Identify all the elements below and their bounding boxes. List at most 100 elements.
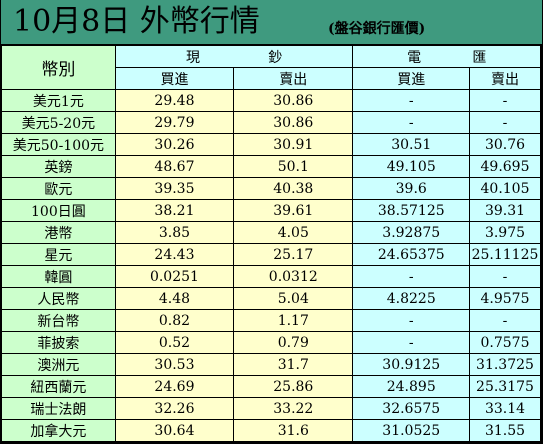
cash-sell-cell: 30.86 [233, 89, 354, 112]
table-row: 美元1元 29.48 30.86- - [1, 89, 541, 112]
cash-group-right-char: 鈔 [268, 49, 283, 66]
cash-sell-cell: 30.86 [233, 111, 354, 134]
wire-group-left-char: 電 [407, 49, 422, 66]
cash-group-left-char: 現 [185, 49, 200, 66]
currency-cell: 星元 [1, 243, 116, 266]
wire-sell-cell: 0.7575 [469, 331, 541, 354]
cash-buy-cell: 0.52 [114, 331, 235, 354]
wire-sell-cell: 4.9575 [469, 287, 541, 310]
table-row: 美元50-100元 30.26 30.91 30.51 30.76 [1, 133, 541, 156]
table-row: 加拿大元 30.64 31.6 31.0525 31.55 [1, 419, 541, 442]
cash-buy-cell: 24.69 [114, 375, 235, 398]
wire-buy-cell: 49.105 [352, 155, 470, 178]
wire-sell-cell: 33.14 [469, 397, 541, 420]
cash-buy-cell: 30.64 [114, 419, 235, 442]
wire-sell-cell: 31.3725 [469, 353, 541, 376]
wire-buy-cell: 32.6575 [352, 397, 470, 420]
cash-buy-cell: 30.26 [114, 133, 235, 156]
currency-cell: 美元5-20元 [1, 111, 116, 134]
table-row: 新台幣 0.82 1.17- - [1, 309, 541, 332]
table-row: 瑞士法朗 32.26 33.22 32.6575 33.14 [1, 397, 541, 420]
wire-buy-cell: 4.8225 [352, 287, 470, 310]
table-row: 英鎊 48.67 50.1 49.105 49.695 [1, 155, 541, 178]
cash-buy-header: 買進 [114, 67, 235, 90]
currency-cell: 美元50-100元 [1, 133, 116, 156]
cash-buy-cell: 30.53 [114, 353, 235, 376]
wire-buy-header: 買進 [352, 67, 470, 90]
group-header-row: 幣別 現 鈔 電 匯 [1, 45, 541, 90]
cash-sell-cell: 31.7 [233, 353, 354, 376]
wire-sell-cell: 49.695 [469, 155, 541, 178]
table-row: 歐元 39.35 40.38 39.6 40.105 [1, 177, 541, 200]
wire-buy-cell: 30.51 [352, 133, 470, 156]
currency-cell: 瑞士法朗 [1, 397, 116, 420]
currency-cell: 港幣 [1, 221, 116, 244]
wire-buy-cell: - [352, 309, 470, 332]
wire-group-right-char: 匯 [472, 49, 487, 66]
wire-sell-cell: 39.31 [469, 199, 541, 222]
wire-buy-cell: - [352, 331, 470, 354]
wire-buy-cell: - [352, 111, 470, 134]
wire-buy-cell: 38.57125 [352, 199, 470, 222]
cash-buy-cell: 0.82 [114, 309, 235, 332]
cash-sell-cell: 5.04 [233, 287, 354, 310]
cash-buy-cell: 38.21 [114, 199, 235, 222]
cash-sell-cell: 4.05 [233, 221, 354, 244]
wire-buy-cell: - [352, 265, 470, 288]
wire-buy-cell: 39.6 [352, 177, 470, 200]
rates-table: 幣別 現 鈔 電 匯 買進 賣出 買進 賣出 [1, 45, 541, 442]
cash-buy-cell: 29.48 [114, 89, 235, 112]
wire-sell-cell: - [469, 89, 541, 112]
table-row: 人民幣 4.48 5.04 4.8225 4.9575 [1, 287, 541, 310]
cash-sell-header: 賣出 [233, 67, 354, 90]
cash-sell-cell: 31.6 [233, 419, 354, 442]
cash-buy-cell: 4.48 [114, 287, 235, 310]
cash-sell-cell: 25.86 [233, 375, 354, 398]
wire-sell-cell: 30.76 [469, 133, 541, 156]
cash-sell-cell: 30.91 [233, 133, 354, 156]
currency-cell: 新台幣 [1, 309, 116, 332]
currency-cell: 加拿大元 [1, 419, 116, 442]
currency-cell: 人民幣 [1, 287, 116, 310]
table-row: 紐西蘭元 24.69 25.86 24.895 25.3175 [1, 375, 541, 398]
wire-buy-cell: - [352, 89, 470, 112]
cash-sell-cell: 0.0312 [233, 265, 354, 288]
cash-sell-cell: 1.17 [233, 309, 354, 332]
cash-buy-cell: 32.26 [114, 397, 235, 420]
cash-sell-cell: 25.17 [233, 243, 354, 266]
wire-sell-cell: - [469, 111, 541, 134]
table-row: 港幣 3.85 4.05 3.92875 3.975 [1, 221, 541, 244]
cash-sell-cell: 33.22 [233, 397, 354, 420]
currency-cell: 澳洲元 [1, 353, 116, 376]
table-row: 菲披索 0.52 0.79-0.7575 [1, 331, 541, 354]
wire-buy-cell: 24.65375 [352, 243, 470, 266]
wire-sell-cell: 3.975 [469, 221, 541, 244]
currency-cell: 英鎊 [1, 155, 116, 178]
table-row: 100日圓 38.21 39.61 38.57125 39.31 [1, 199, 541, 222]
page-title: 10月8日 外幣行情 [13, 4, 260, 39]
currency-cell: 韓圓 [1, 265, 116, 288]
currency-cell: 紐西蘭元 [1, 375, 116, 398]
cash-sell-cell: 40.38 [233, 177, 354, 200]
currency-cell: 美元1元 [1, 89, 116, 112]
source-note: (盤谷銀行匯價) [328, 21, 426, 37]
table-row: 韓圓 0.0251 0.0312- - [1, 265, 541, 288]
currency-column-header: 幣別 [1, 45, 116, 90]
cash-group-header: 現 鈔 [114, 45, 354, 68]
cash-sell-cell: 0.79 [233, 331, 354, 354]
cash-buy-cell: 39.35 [114, 177, 235, 200]
wire-sell-cell: 25.11125 [469, 243, 541, 266]
wire-sell-cell: 25.3175 [469, 375, 541, 398]
sub-header-row: 買進 賣出 買進 賣出 [2, 67, 541, 90]
currency-cell: 100日圓 [1, 199, 116, 222]
cash-buy-cell: 29.79 [114, 111, 235, 134]
wire-buy-cell: 31.0525 [352, 419, 470, 442]
title-banner: 10月8日 外幣行情 (盤谷銀行匯價) [1, 0, 542, 45]
wire-sell-cell: 40.105 [469, 177, 541, 200]
table-row: 美元5-20元 29.79 30.86- - [1, 111, 541, 134]
cash-buy-cell: 48.67 [114, 155, 235, 178]
wire-buy-cell: 24.895 [352, 375, 470, 398]
cash-sell-cell: 39.61 [233, 199, 354, 222]
currency-cell: 菲披索 [1, 331, 116, 354]
